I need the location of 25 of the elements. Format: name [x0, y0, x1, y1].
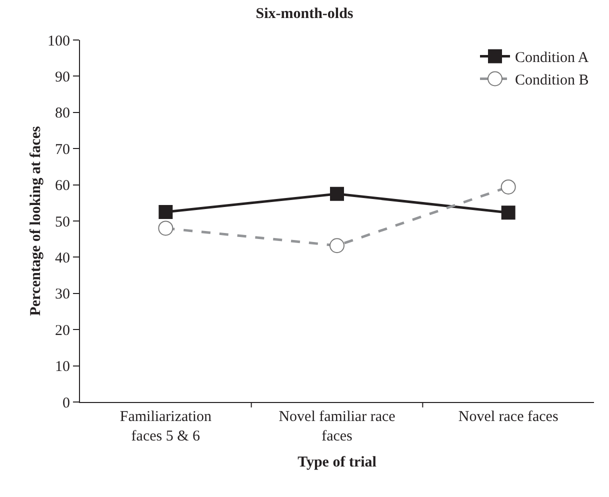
- x-tick-label: Familiarization faces 5 & 6: [120, 409, 212, 444]
- point: [158, 204, 173, 219]
- y-tick-label: 20: [55, 322, 70, 339]
- y-tick-label: 100: [48, 33, 70, 50]
- legend-label: Condition A: [515, 50, 589, 66]
- y-tick-label: 50: [55, 214, 70, 230]
- point: [158, 220, 174, 236]
- y-tick-label: 70: [55, 142, 70, 158]
- y-tick-label: 90: [55, 69, 70, 86]
- y-tick-label: 80: [55, 106, 70, 122]
- point: [330, 186, 344, 201]
- point: [330, 238, 344, 254]
- point: [500, 179, 516, 194]
- x-tick-label: Novel familiar race faces: [278, 409, 396, 444]
- y-tick-label: 40: [55, 250, 70, 266]
- x-tick-label: Novel race faces: [458, 409, 558, 425]
- y-tick-label: 10: [55, 359, 70, 376]
- y-axis-title: Percentage of looking at faces: [28, 126, 44, 316]
- legend-label: Condition B: [515, 72, 589, 89]
- x-axis-title: Type of trial: [298, 454, 376, 470]
- chart-title: Six-month-olds: [256, 6, 354, 22]
- y-tick-label: 60: [55, 178, 70, 194]
- point: [501, 206, 516, 220]
- y-tick-label: 0: [62, 395, 70, 412]
- y-tick-label: 30: [55, 286, 70, 303]
